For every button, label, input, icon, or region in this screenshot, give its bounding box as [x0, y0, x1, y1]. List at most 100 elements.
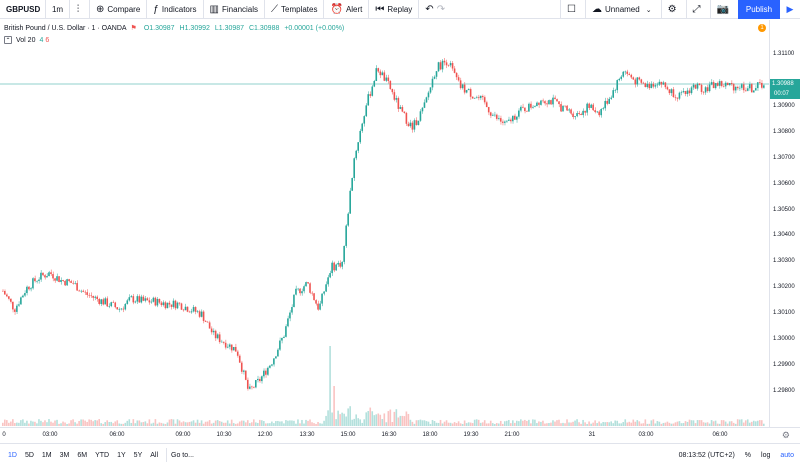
percent-scale-toggle[interactable]: %: [744, 452, 752, 459]
fullscreen-button[interactable]: ⤢: [685, 0, 710, 19]
candle-body: [347, 213, 349, 226]
range-button-5y[interactable]: 5Y: [133, 451, 143, 459]
volume-bar: [668, 422, 671, 426]
volume-bar: [194, 422, 197, 426]
candle-body: [88, 294, 90, 296]
volume-bar: [196, 419, 199, 426]
candle-body: [744, 90, 747, 91]
templates-button[interactable]: ⟋ Templates: [265, 0, 325, 19]
publish-options-button[interactable]: ▶: [780, 0, 800, 19]
price-scale[interactable]: 1.31100 1.30900 1.30800 1.30700 1.30600 1.305…: [769, 20, 800, 427]
candle-body: [716, 83, 719, 86]
symbol-search-button[interactable]: GBPUSD: [0, 0, 46, 19]
range-button-ytd[interactable]: YTD: [95, 451, 110, 459]
time-tick-label: 09:00: [175, 432, 191, 438]
candle-body: [748, 84, 751, 89]
candle-body: [345, 225, 347, 246]
chart-settings-gear-icon[interactable]: ⚙: [781, 430, 790, 440]
range-button-1y[interactable]: 1Y: [117, 451, 126, 459]
range-button-1d[interactable]: 1D: [8, 451, 17, 459]
indicators-button[interactable]: ƒ Indicators: [147, 0, 204, 19]
candle-body: [192, 307, 195, 312]
volume-bar: [740, 419, 743, 426]
snapshot-button[interactable]: 📷: [709, 0, 738, 19]
range-button-5d[interactable]: 5D: [24, 451, 34, 459]
range-button-3m[interactable]: 3M: [59, 451, 70, 459]
candle-body: [224, 342, 227, 348]
candle-body: [507, 119, 510, 121]
range-button-all[interactable]: All: [150, 451, 159, 459]
log-scale-toggle[interactable]: log: [761, 452, 771, 459]
candle-body: [54, 278, 56, 281]
range-button-6m[interactable]: 6M: [77, 451, 88, 459]
layout-toggle-button[interactable]: ☐: [560, 0, 585, 19]
price-chart[interactable]: [0, 20, 769, 427]
volume-bar: [419, 419, 422, 426]
volume-bar: [620, 423, 623, 426]
candle-body: [148, 300, 151, 303]
candle-body: [90, 295, 92, 297]
alert-button[interactable]: ⏰ Alert: [324, 0, 370, 19]
layout-name-button[interactable]: ☁ Unnamed ⌄: [585, 0, 661, 19]
auto-scale-toggle[interactable]: auto: [780, 452, 794, 459]
volume-bar: [548, 422, 550, 426]
time-tick-label: 16:30: [381, 432, 397, 438]
chart-type-button[interactable]: ⫶: [70, 0, 90, 19]
volume-bar: [214, 420, 217, 426]
volume-bar: [682, 423, 685, 426]
settings-button[interactable]: ⚙: [660, 0, 686, 19]
candle-body: [652, 83, 655, 87]
volume-bar: [686, 421, 689, 426]
collapse-toggle-icon[interactable]: ⌃: [4, 36, 12, 44]
time-scale[interactable]: 0 03:00 06:00 09:00 10:30 12:00 13:30 15:00 16:3…: [0, 427, 800, 443]
volume-bar: [499, 420, 502, 426]
volume-bar: [96, 420, 98, 426]
candle-body: [524, 107, 526, 112]
candle-body: [441, 60, 444, 70]
flag-icon[interactable]: ⚑: [130, 25, 137, 32]
volume-bar: [8, 422, 10, 426]
candle-body: [357, 142, 360, 151]
volume-bar: [477, 419, 480, 426]
volume-bar: [560, 423, 562, 426]
clock-timezone[interactable]: 08:13:52 (UTC+2): [678, 452, 735, 459]
chart-area[interactable]: [0, 20, 769, 427]
candle-body: [104, 298, 107, 305]
compare-button[interactable]: ⊕ Compare: [90, 0, 148, 19]
candle-body: [574, 116, 576, 118]
financials-icon: ▥: [209, 3, 219, 15]
range-button-1m[interactable]: 1M: [41, 451, 52, 459]
redo-icon[interactable]: ↷: [436, 3, 446, 15]
volume-bar: [578, 422, 580, 426]
volume-bar: [608, 422, 610, 426]
goto-button[interactable]: Go to...: [171, 451, 194, 459]
candle-body: [86, 292, 88, 295]
volume-bar: [505, 420, 508, 426]
replay-label: Replay: [387, 4, 413, 14]
candle-body: [186, 306, 189, 312]
candle-body: [626, 71, 629, 74]
interval-button[interactable]: 1m: [46, 0, 70, 19]
alert-count-badge[interactable]: 1: [758, 24, 766, 32]
candle-body: [696, 83, 699, 89]
volume-bar: [654, 423, 657, 426]
volume-bar: [6, 420, 8, 426]
volume-bar: [281, 421, 283, 426]
volume-bar: [36, 423, 38, 426]
candle-body: [321, 293, 323, 304]
publish-button[interactable]: Publish: [738, 0, 780, 19]
time-tick-label: 03:00: [42, 432, 58, 438]
volume-indicator-name[interactable]: Vol 20: [16, 36, 36, 44]
volume-bar: [447, 422, 450, 426]
undo-icon[interactable]: ↶: [425, 3, 434, 15]
candle-body: [706, 87, 709, 92]
financials-button[interactable]: ▥ Financials: [204, 0, 266, 19]
volume-bar: [24, 422, 26, 426]
candle-body: [433, 76, 436, 79]
candle-body: [248, 386, 251, 389]
candle-body: [516, 116, 518, 120]
replay-button[interactable]: ⏮ Replay: [369, 0, 420, 19]
candle-body: [552, 97, 554, 105]
volume-bar: [190, 421, 193, 426]
volume-bar: [626, 422, 629, 426]
